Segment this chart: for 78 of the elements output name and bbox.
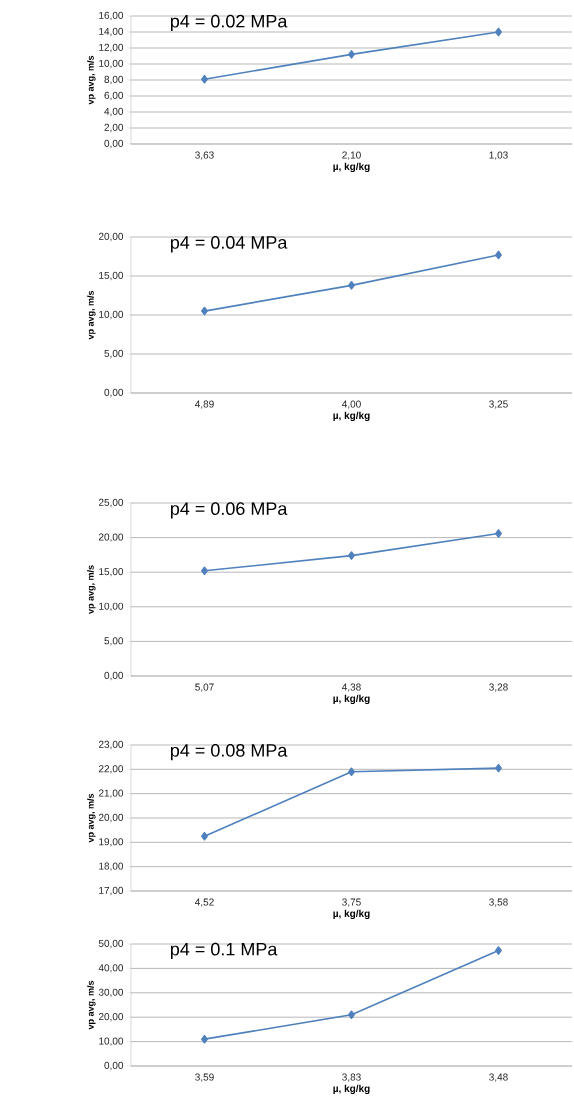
y-tick-label: 0,00 [104,139,124,149]
x-tick-label: 3,59 [195,1073,214,1082]
y-tick-label: 0,00 [104,388,124,398]
point [201,74,208,84]
point [201,566,208,576]
chart-title: p4 = 0.08 MPa [170,743,288,761]
y-tick-label: 23,00 [98,740,124,750]
y-axis-title: vp avg, m/s [87,55,96,105]
x-tick-label: 5,07 [195,683,214,692]
point [495,946,502,955]
point [201,1034,208,1044]
point [495,763,502,773]
x-axis-title: µ, kg/kg [333,162,370,173]
y-tick-label: 17,00 [99,886,124,896]
y-tick-label: 0,00 [104,671,124,681]
y-tick-label: 0,00 [104,1061,124,1071]
y-tick-label: 18,00 [99,862,124,871]
point [348,50,355,59]
x-tick-label: 3,25 [489,400,508,409]
y-tick-label: 15,00 [99,271,124,281]
x-tick-label: 4,00 [342,400,361,409]
x-tick-label: 3,63 [195,151,214,160]
y-tick-label: 20,00 [98,1013,124,1022]
chart-title: p4 = 0.06 MPa [170,502,288,519]
y-axis-title: vp avg, m/s [87,565,96,614]
y-tick-label: 6,00 [104,91,124,101]
y-tick-label: 2,00 [104,123,124,133]
y-tick-label: 22,00 [98,765,124,774]
y-tick-label: 10,00 [99,59,124,69]
y-tick-label: 20,00 [98,232,124,242]
y-tick-label: 10,00 [99,310,124,320]
x-axis-title: µ, kg/kg [333,694,370,705]
y-tick-label: 15,00 [99,568,124,577]
y-tick-label: 19,00 [99,838,124,847]
y-tick-label: 5,00 [104,349,124,359]
y-tick-label: 10,00 [99,602,124,611]
y-tick-label: 50,00 [98,939,124,949]
chart-title: p4 = 0.04 MPa [170,236,288,253]
x-tick-label: 3,58 [489,898,508,907]
x-axis-title: µ, kg/kg [333,909,370,920]
chart-title: p4 = 0.1 MPa [170,942,278,960]
y-tick-label: 21,00 [98,789,124,798]
chart-title: p4 = 0.02 MPa [170,14,288,32]
y-tick-label: 20,00 [98,813,124,823]
point [348,1010,355,1020]
x-tick-label: 3,28 [489,683,508,692]
y-tick-label: 10,00 [99,1037,124,1046]
point [348,767,355,777]
x-tick-label: 1,03 [489,151,508,160]
y-tick-label: 16,00 [99,11,124,21]
point [201,306,208,316]
x-tick-label: 3,48 [489,1073,508,1082]
x-tick-label: 4,89 [195,400,214,409]
y-tick-label: 25,00 [98,498,124,508]
y-tick-label: 8,00 [104,75,124,85]
point [348,551,355,560]
x-tick-label: 4,38 [342,683,361,692]
x-tick-label: 3,83 [342,1073,361,1082]
point [495,250,502,260]
x-tick-label: 4,52 [195,898,214,907]
point [495,27,502,37]
y-tick-label: 40,00 [98,964,124,973]
point [348,281,355,290]
y-axis-title: vp avg, m/s [87,793,96,843]
y-tick-label: 4,00 [104,107,124,117]
point [201,831,208,841]
point [495,529,502,538]
y-tick-label: 5,00 [104,637,124,646]
x-tick-label: 3,75 [342,898,361,907]
x-axis-title: µ, kg/kg [333,411,370,422]
y-tick-label: 14,00 [99,27,124,37]
x-tick-label: 2,10 [342,151,361,160]
y-axis-title: vp avg, m/s [87,980,96,1030]
y-tick-label: 12,00 [99,43,124,53]
y-axis-title: vp avg, m/s [87,290,96,340]
y-tick-label: 30,00 [98,988,124,997]
y-tick-label: 20,00 [98,533,124,542]
x-axis-title: µ, kg/kg [333,1084,370,1095]
